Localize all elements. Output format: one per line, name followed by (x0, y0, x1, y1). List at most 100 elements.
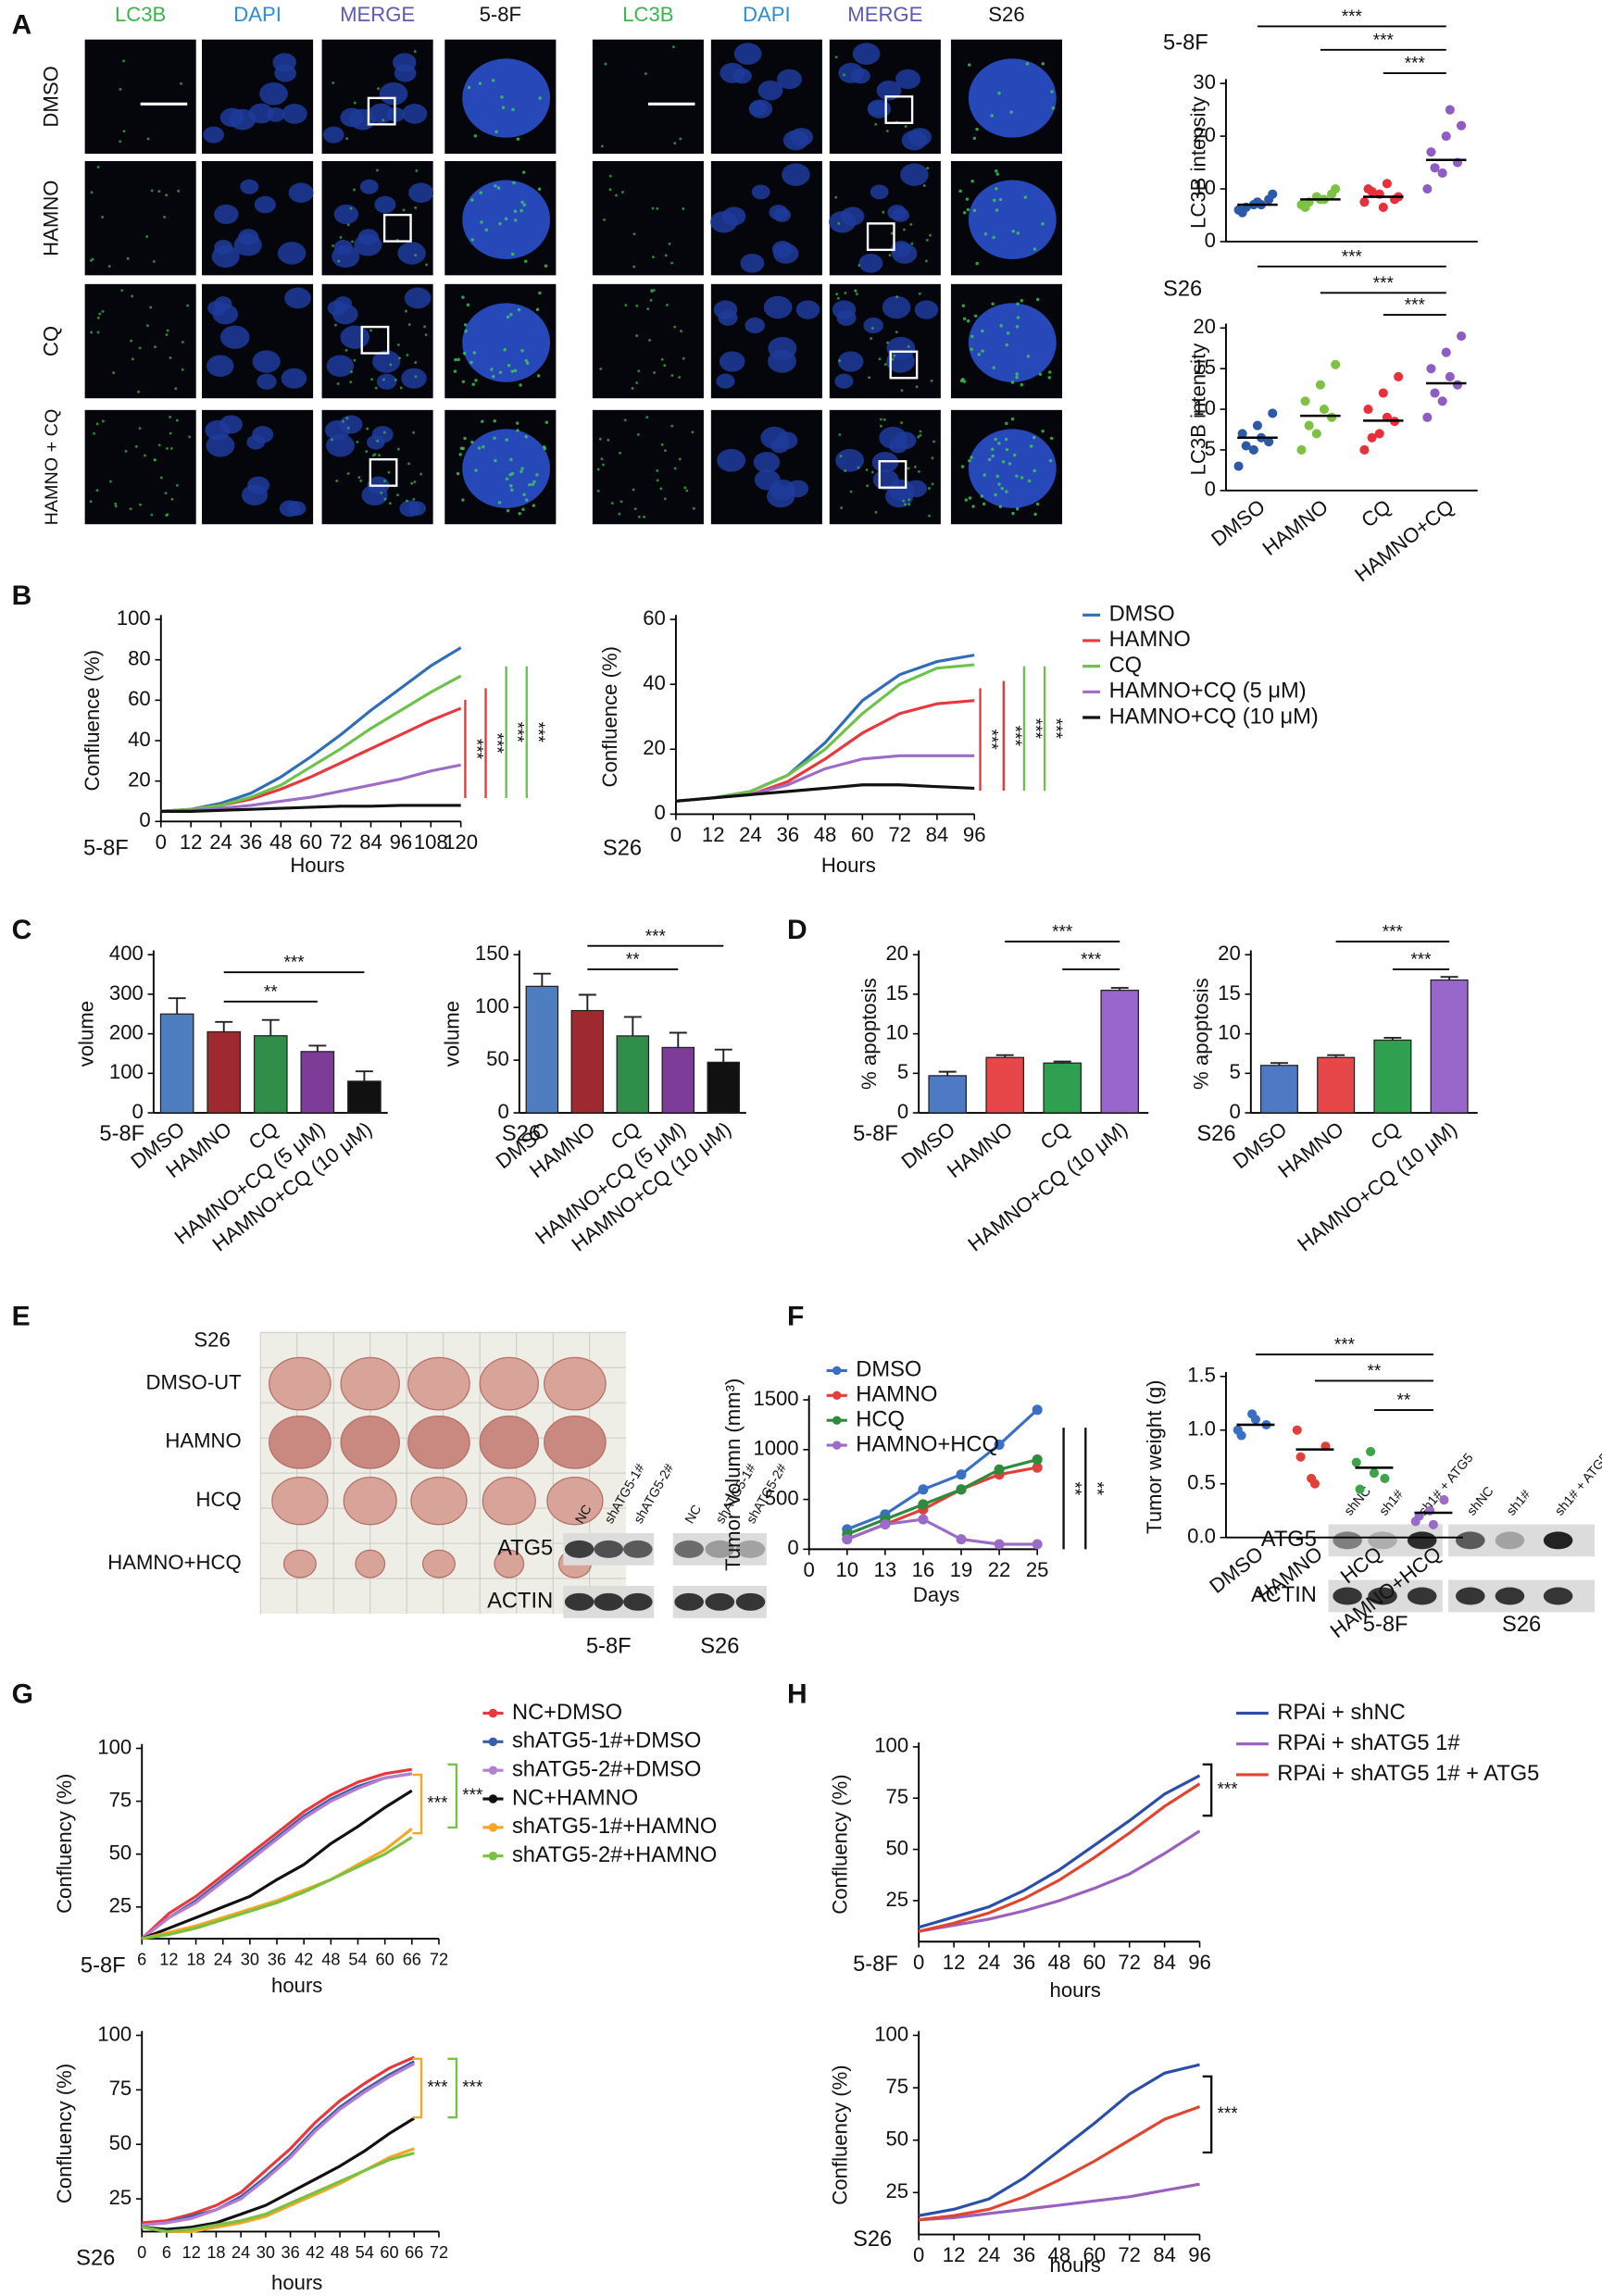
puncta (463, 436, 467, 441)
puncta (998, 197, 1003, 202)
nucleus (914, 300, 939, 319)
error-bar (1327, 1054, 1345, 1058)
puncta (990, 114, 994, 118)
puncta (1005, 490, 1008, 493)
nucleus (894, 431, 917, 450)
puncta (883, 363, 887, 367)
nucleus (282, 104, 307, 124)
error-bar (1110, 987, 1129, 991)
nucleus (404, 287, 432, 309)
x-tick-label: 24 (978, 1951, 1001, 1974)
puncta (1020, 299, 1024, 303)
puncta (619, 451, 621, 455)
series-line (918, 1774, 1201, 1929)
channel-label: DAPI (233, 3, 282, 26)
y-tick-label: 1000 (753, 1437, 798, 1460)
y-tick-label: 20 (886, 942, 909, 965)
tumor (479, 1416, 540, 1469)
error-bar (168, 997, 186, 1015)
series-line (142, 2062, 416, 2227)
puncta (664, 449, 667, 453)
puncta (413, 50, 417, 53)
x-tick-label: 12 (943, 1951, 966, 1974)
legend-label: NC+DMSO (512, 1701, 622, 1725)
x-tick-label: 36 (1013, 2243, 1036, 2266)
puncta (608, 188, 612, 192)
puncta (463, 323, 468, 327)
puncta (345, 137, 349, 141)
protein-label: ATG5 (1261, 1528, 1317, 1552)
puncta (656, 479, 659, 482)
blot-band (1495, 1531, 1525, 1550)
puncta (843, 73, 845, 77)
puncta (663, 364, 667, 368)
significance-label: *** (1342, 247, 1363, 267)
puncta (498, 370, 503, 374)
y-tick-label: 0 (655, 801, 666, 824)
puncta (453, 369, 457, 373)
puncta (1010, 417, 1015, 421)
legend-label: HAMNO (856, 1383, 937, 1407)
y-tick-label: 10 (1218, 1020, 1241, 1043)
data-point (1430, 163, 1440, 173)
puncta (520, 348, 524, 353)
x-tick-label: 16 (912, 1558, 935, 1581)
x-tick-label: 72 (430, 2243, 448, 2262)
zoom-box (884, 95, 914, 124)
chart-title: S26 (76, 2247, 115, 2271)
puncta (95, 422, 99, 426)
legend-label: HAMNO+CQ (10 μM) (1109, 705, 1319, 729)
channel-label: DAPI (743, 3, 791, 26)
series-marker (994, 1464, 1005, 1475)
y-tick-label: 25 (109, 1894, 132, 1917)
nucleus (890, 241, 912, 258)
puncta (175, 418, 179, 422)
puncta (337, 259, 341, 263)
x-tick-label: 24 (209, 830, 232, 854)
nucleus (354, 233, 382, 256)
data-point (1437, 396, 1447, 406)
data-point (1430, 388, 1440, 398)
nucleus (393, 53, 417, 72)
puncta (514, 218, 518, 222)
blot-band (705, 1540, 735, 1558)
data-point (1363, 405, 1373, 415)
y-axis-label: volume (75, 1001, 98, 1067)
y-tick-label: 60 (128, 687, 151, 710)
puncta (882, 210, 885, 214)
y-tick-label: 0.0 (1187, 1525, 1216, 1548)
puncta (406, 354, 409, 356)
x-tick-label: 25 (1026, 1558, 1049, 1581)
x-tick-label: 60 (299, 830, 322, 854)
puncta (915, 385, 919, 389)
significance-bracket (1202, 1763, 1213, 1817)
x-tick-label: 42 (306, 2243, 324, 2262)
puncta (615, 193, 618, 197)
blot-band (1495, 1587, 1525, 1605)
puncta (839, 455, 843, 458)
data-point (1367, 432, 1377, 443)
puncta (543, 446, 547, 451)
puncta (932, 440, 936, 443)
x-tick-label: 13 (874, 1558, 897, 1581)
puncta (970, 179, 974, 183)
puncta (413, 480, 417, 483)
puncta (679, 137, 682, 141)
puncta (531, 482, 535, 487)
puncta (682, 356, 685, 360)
legend-marker (488, 1794, 498, 1803)
puncta (177, 189, 181, 193)
puncta (673, 467, 677, 470)
chart-title: 5-8F (853, 1953, 898, 1977)
significance-label: *** (528, 722, 547, 743)
puncta (651, 256, 655, 259)
protein-label: ACTIN (1251, 1583, 1317, 1607)
puncta (982, 473, 986, 477)
puncta (990, 447, 995, 452)
y-tick-label: 25 (886, 1888, 909, 1911)
data-point (1441, 347, 1451, 357)
puncta (1016, 302, 1020, 306)
data-point (1378, 202, 1388, 213)
puncta (472, 351, 477, 355)
nucleus-zoom (968, 303, 1057, 382)
